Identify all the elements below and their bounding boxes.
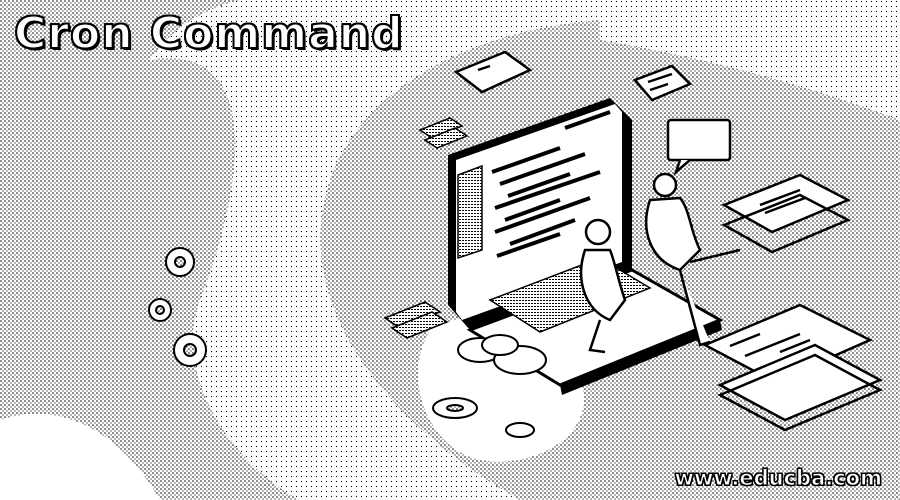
site-watermark[interactable]: www.educba.com [674, 466, 882, 491]
light-sweep [150, 0, 600, 500]
stack-icon [418, 117, 469, 149]
page-title: Cron Command [13, 7, 404, 60]
person-icon [645, 172, 741, 347]
cloud-icon [457, 334, 547, 375]
code-lines [491, 110, 611, 258]
stack-icon [383, 301, 449, 339]
document-icon [717, 343, 883, 432]
gear-icon [165, 247, 195, 277]
gear-icon [505, 422, 535, 438]
document-icon [721, 173, 851, 254]
chat-bubble-icon [453, 50, 533, 94]
person-icon [580, 218, 627, 354]
gear-icon [173, 333, 207, 367]
gear-icon [148, 298, 172, 322]
chat-bubble-icon [666, 118, 732, 176]
chat-bubble-icon [632, 64, 693, 102]
gear-icon [432, 397, 478, 419]
document-icon [702, 303, 873, 384]
